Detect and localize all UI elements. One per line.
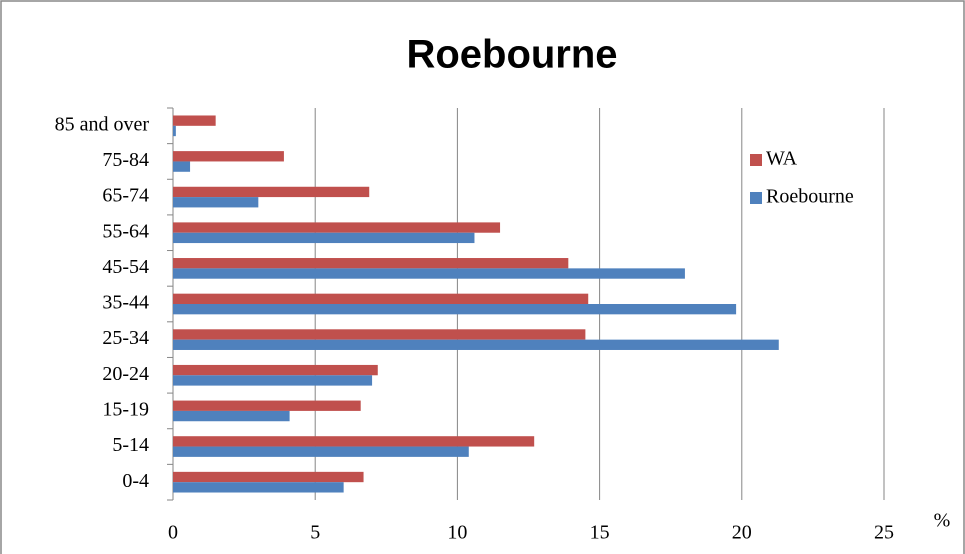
bar [173,125,176,137]
bar [173,186,370,198]
x-tick-label: 10 [447,522,467,544]
y-tick-label: 25-34 [102,327,149,349]
bar [173,482,344,493]
y-tick-label: 55-64 [102,220,149,242]
y-tick-label: 85 and over [55,113,150,135]
y-tick-label: 35-44 [102,292,149,314]
bar [173,329,586,340]
legend-marker [750,154,762,166]
x-tick-label: 20 [732,522,752,544]
bar [173,364,378,376]
legend-marker [750,192,762,204]
bar [173,232,475,244]
y-tick-label: 65-74 [102,185,149,207]
x-tick-label: 0 [168,522,178,544]
y-tick-label: 20-24 [102,363,149,385]
bar [173,115,216,126]
bar [173,436,535,447]
legend-label: Roebourne [766,186,854,208]
bar [173,258,569,269]
x-tick-label: 5 [310,522,320,544]
bar [173,161,191,172]
y-tick-label: 15-19 [102,399,149,421]
bar [173,293,589,304]
bar [173,339,779,350]
bar [173,151,284,162]
chart-title: Roebourne [406,33,617,77]
y-tick-label: 5-14 [112,434,149,456]
bar [173,446,469,457]
x-tick-label: 25 [874,522,894,544]
bar [173,197,259,208]
bar [173,268,685,279]
y-tick-label: 45-54 [102,256,149,278]
x-axis-label: % [934,510,951,532]
y-tick-label: 75-84 [102,149,149,171]
y-tick-label: 0-4 [122,470,149,492]
bar [173,222,501,233]
x-tick-label: 15 [590,522,610,544]
bar [173,400,361,411]
bar [173,304,737,315]
bar [173,410,290,422]
bar [173,375,373,386]
bar [173,471,364,483]
legend-label: WA [766,148,798,170]
